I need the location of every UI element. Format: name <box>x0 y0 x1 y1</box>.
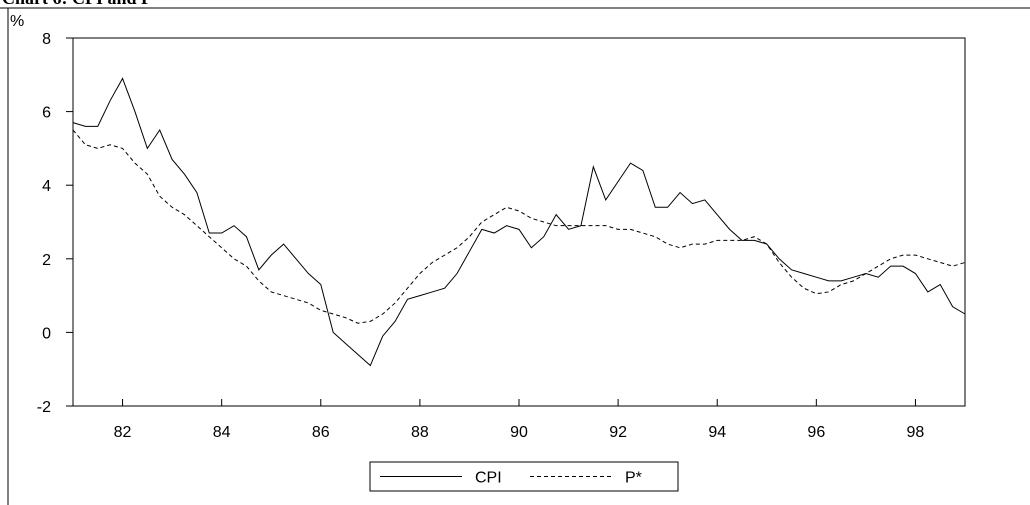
x-tick-label: 94 <box>708 424 726 441</box>
x-tick-label: 96 <box>807 424 825 441</box>
legend-label: P* <box>625 470 642 487</box>
y-tick-label: -2 <box>37 399 51 416</box>
y-tick-label: 8 <box>42 31 51 48</box>
plot-area <box>72 37 966 407</box>
y-axis-label: % <box>10 13 24 30</box>
series-line <box>72 77 966 367</box>
y-tick-label: 4 <box>42 178 51 195</box>
x-tick-label: 84 <box>213 424 231 441</box>
x-tick-label: 82 <box>114 424 132 441</box>
x-tick-label: 86 <box>312 424 330 441</box>
series-line <box>72 129 966 324</box>
chart-title: Chart 6: CPI and P* <box>2 0 161 8</box>
legend-label: CPI <box>475 470 502 487</box>
x-tick-label: 90 <box>510 424 528 441</box>
y-tick-label: 0 <box>42 325 51 342</box>
x-tick-label: 92 <box>609 424 627 441</box>
x-tick-label: 98 <box>907 424 925 441</box>
y-tick-label: 2 <box>42 252 51 269</box>
x-tick-label: 88 <box>411 424 429 441</box>
y-tick-label: 6 <box>42 105 51 122</box>
